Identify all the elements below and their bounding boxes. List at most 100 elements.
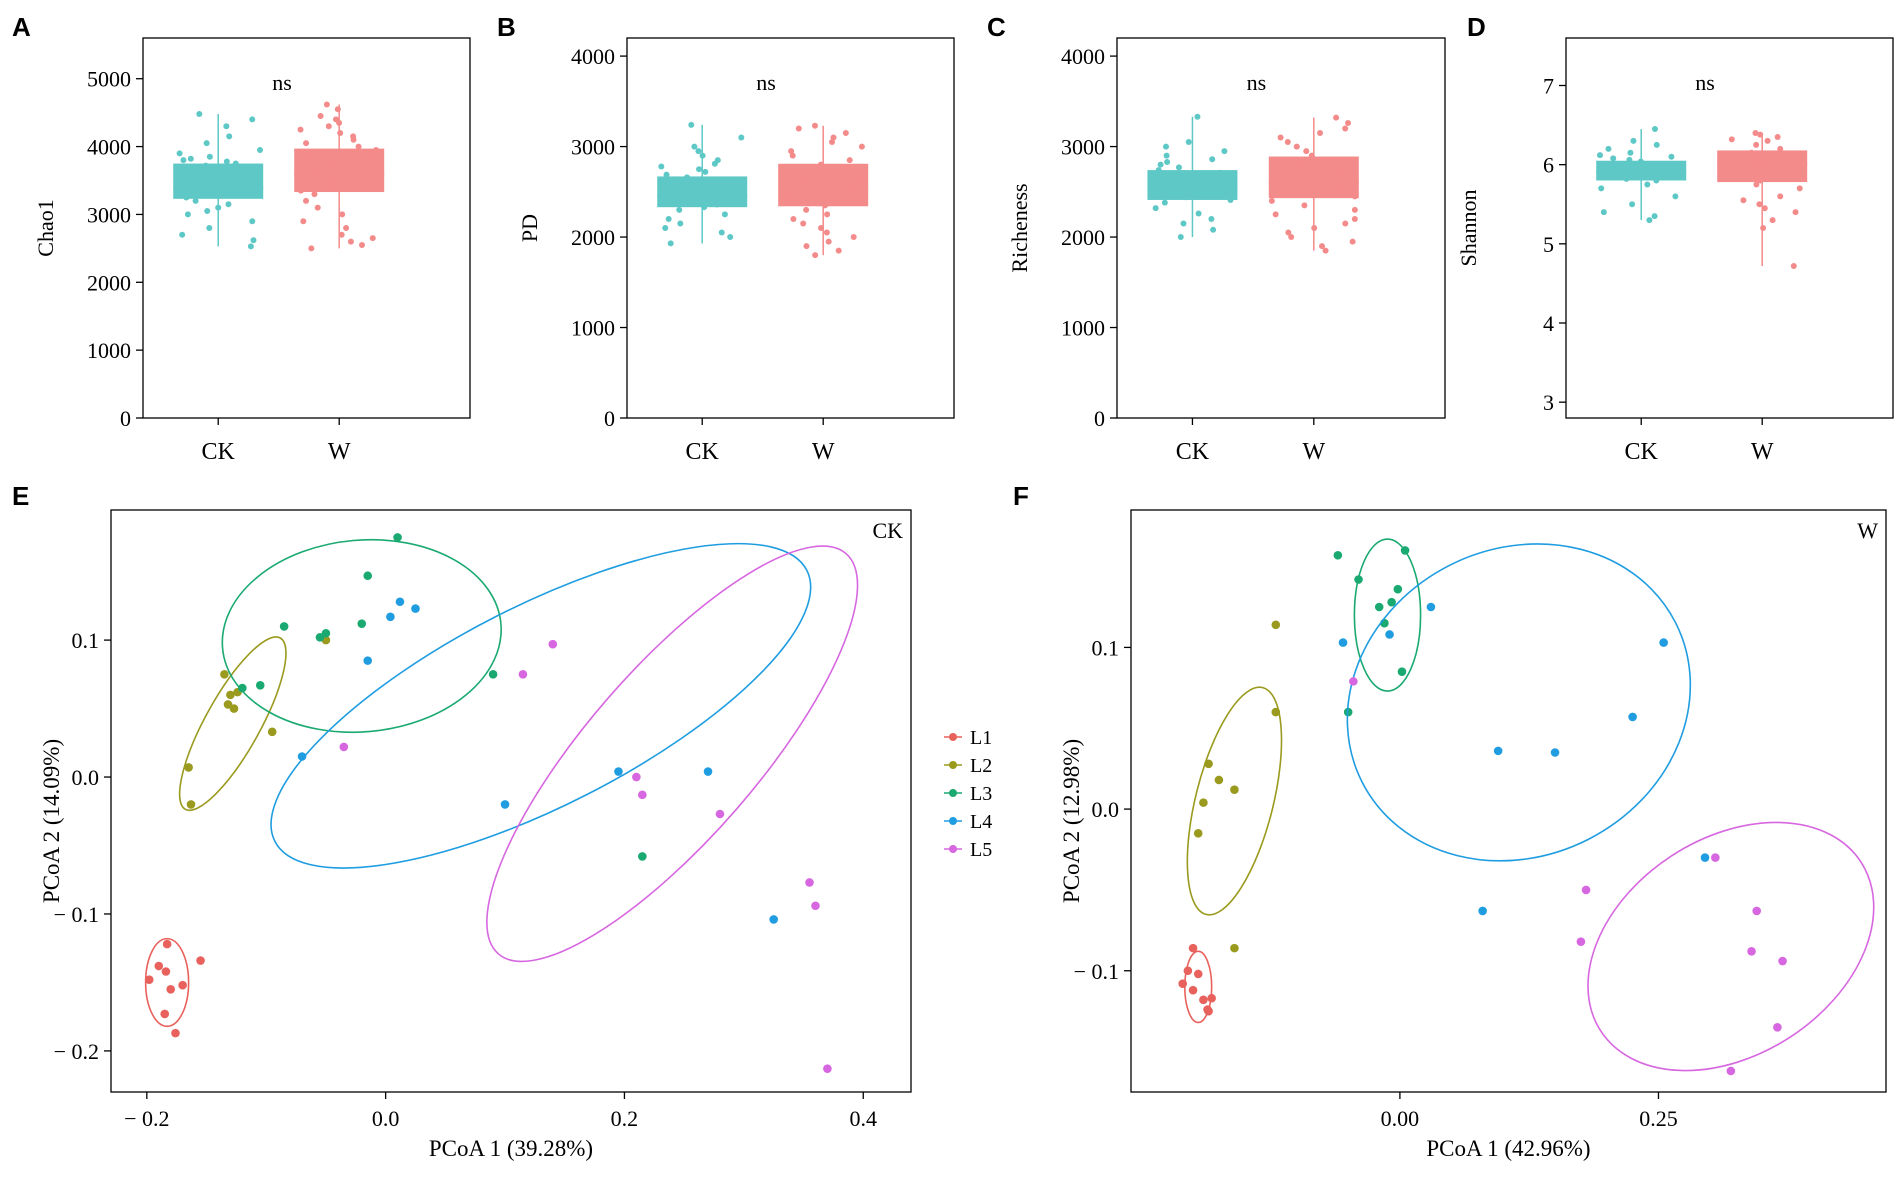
data-point [1308, 152, 1315, 159]
data-point [663, 171, 670, 178]
data-point [1222, 186, 1229, 193]
data-point [1163, 143, 1170, 150]
legend-key-dot [949, 789, 957, 797]
data-point [214, 185, 221, 192]
data-point [1757, 161, 1764, 168]
y-tick-label: 2000 [571, 225, 615, 250]
plot-frame [626, 37, 955, 419]
data-point [658, 163, 665, 170]
data-point [208, 167, 215, 174]
data-point [1351, 206, 1358, 213]
point-l5 [715, 809, 725, 819]
data-point [251, 191, 258, 198]
data-point [188, 165, 195, 172]
data-point [257, 146, 264, 153]
point-l1 [161, 967, 171, 976]
data-point [1622, 161, 1629, 168]
x-axis-label: PCoA 1 (39.28%) [429, 1136, 593, 1161]
point-l3 [1400, 546, 1410, 555]
data-point [1728, 136, 1735, 143]
data-point [795, 197, 802, 204]
data-point [246, 173, 253, 180]
ellipse-l5 [486, 545, 859, 963]
point-l1 [1207, 993, 1216, 1003]
data-point [721, 211, 728, 218]
data-point [701, 204, 708, 211]
data-point [1216, 169, 1223, 176]
group-tag: CK [872, 518, 903, 543]
data-point [1596, 152, 1603, 159]
point-l3 [238, 683, 247, 693]
data-point [810, 193, 817, 200]
data-point [1334, 184, 1341, 191]
ellipse-l5 [1587, 821, 1875, 1072]
data-point [373, 146, 380, 153]
data-point [337, 163, 344, 170]
data-point [1623, 175, 1630, 182]
data-point [1737, 165, 1744, 172]
data-point [1208, 215, 1215, 222]
box-ck [657, 176, 748, 208]
panel-label: B [497, 12, 516, 42]
data-point [1349, 238, 1356, 245]
data-point [824, 211, 831, 218]
y-tick-label: 0.1 [1092, 635, 1120, 660]
data-point [788, 148, 795, 155]
data-point [803, 206, 810, 213]
data-point [1301, 202, 1308, 209]
panel-label: D [1467, 12, 1486, 42]
data-point [1152, 205, 1159, 212]
point-l5 [1726, 1066, 1736, 1076]
data-point [1644, 181, 1651, 188]
data-point [1653, 141, 1660, 148]
legend-label: L4 [970, 811, 992, 833]
point-l1 [1183, 966, 1193, 976]
data-point [1757, 131, 1764, 138]
data-point [1760, 225, 1767, 231]
point-l1 [196, 956, 205, 965]
data-point [829, 139, 836, 146]
point-l5 [1711, 853, 1720, 862]
data-point [300, 218, 307, 225]
point-l4 [1550, 748, 1560, 757]
data-point [1629, 201, 1636, 208]
x-tick-label: 0.4 [849, 1106, 877, 1131]
point-l1 [1193, 969, 1203, 979]
y-axis-label: Richeness [1007, 183, 1032, 272]
data-point [1635, 166, 1642, 173]
data-point [1342, 125, 1349, 132]
data-point [699, 152, 706, 159]
data-point [303, 140, 310, 147]
y-tick-label: − 0.1 [54, 902, 99, 927]
data-point [343, 225, 350, 231]
point-l1 [1203, 1005, 1212, 1014]
point-l2 [1230, 785, 1239, 794]
data-point [204, 208, 211, 215]
data-point [1342, 220, 1349, 227]
data-point [226, 133, 233, 140]
data-point [223, 158, 230, 165]
y-tick-label: − 0.1 [1074, 959, 1119, 984]
data-point [665, 215, 672, 222]
data-point [355, 143, 362, 150]
data-point [332, 116, 339, 123]
point-l1 [162, 939, 172, 949]
panel-F: F W 0.00 0.25 0.1 0.0 − 0.1 PCoA 1 (42.96%) PCoA… [1013, 481, 1887, 1161]
data-point [1194, 113, 1201, 120]
data-point [691, 196, 698, 203]
data-point [354, 167, 361, 174]
data-point [1777, 145, 1784, 152]
data-point [308, 245, 315, 252]
data-point [1605, 145, 1612, 152]
data-point [1351, 193, 1358, 200]
data-point [334, 106, 341, 113]
significance-label: ns [1247, 70, 1267, 95]
point-l3 [1387, 597, 1396, 607]
panel-B: B 0 1000 2000 3000 4000 PD ns CK W [497, 12, 955, 465]
point-l1 [1199, 995, 1208, 1005]
data-point [297, 126, 304, 133]
data-point [858, 143, 865, 150]
y-tick-label: 0.0 [72, 765, 100, 790]
panel-A: A 0 1000 2000 3000 4000 5000 Chao1 ns CK W [12, 12, 471, 465]
y-tick-label: 0.0 [1092, 797, 1120, 822]
